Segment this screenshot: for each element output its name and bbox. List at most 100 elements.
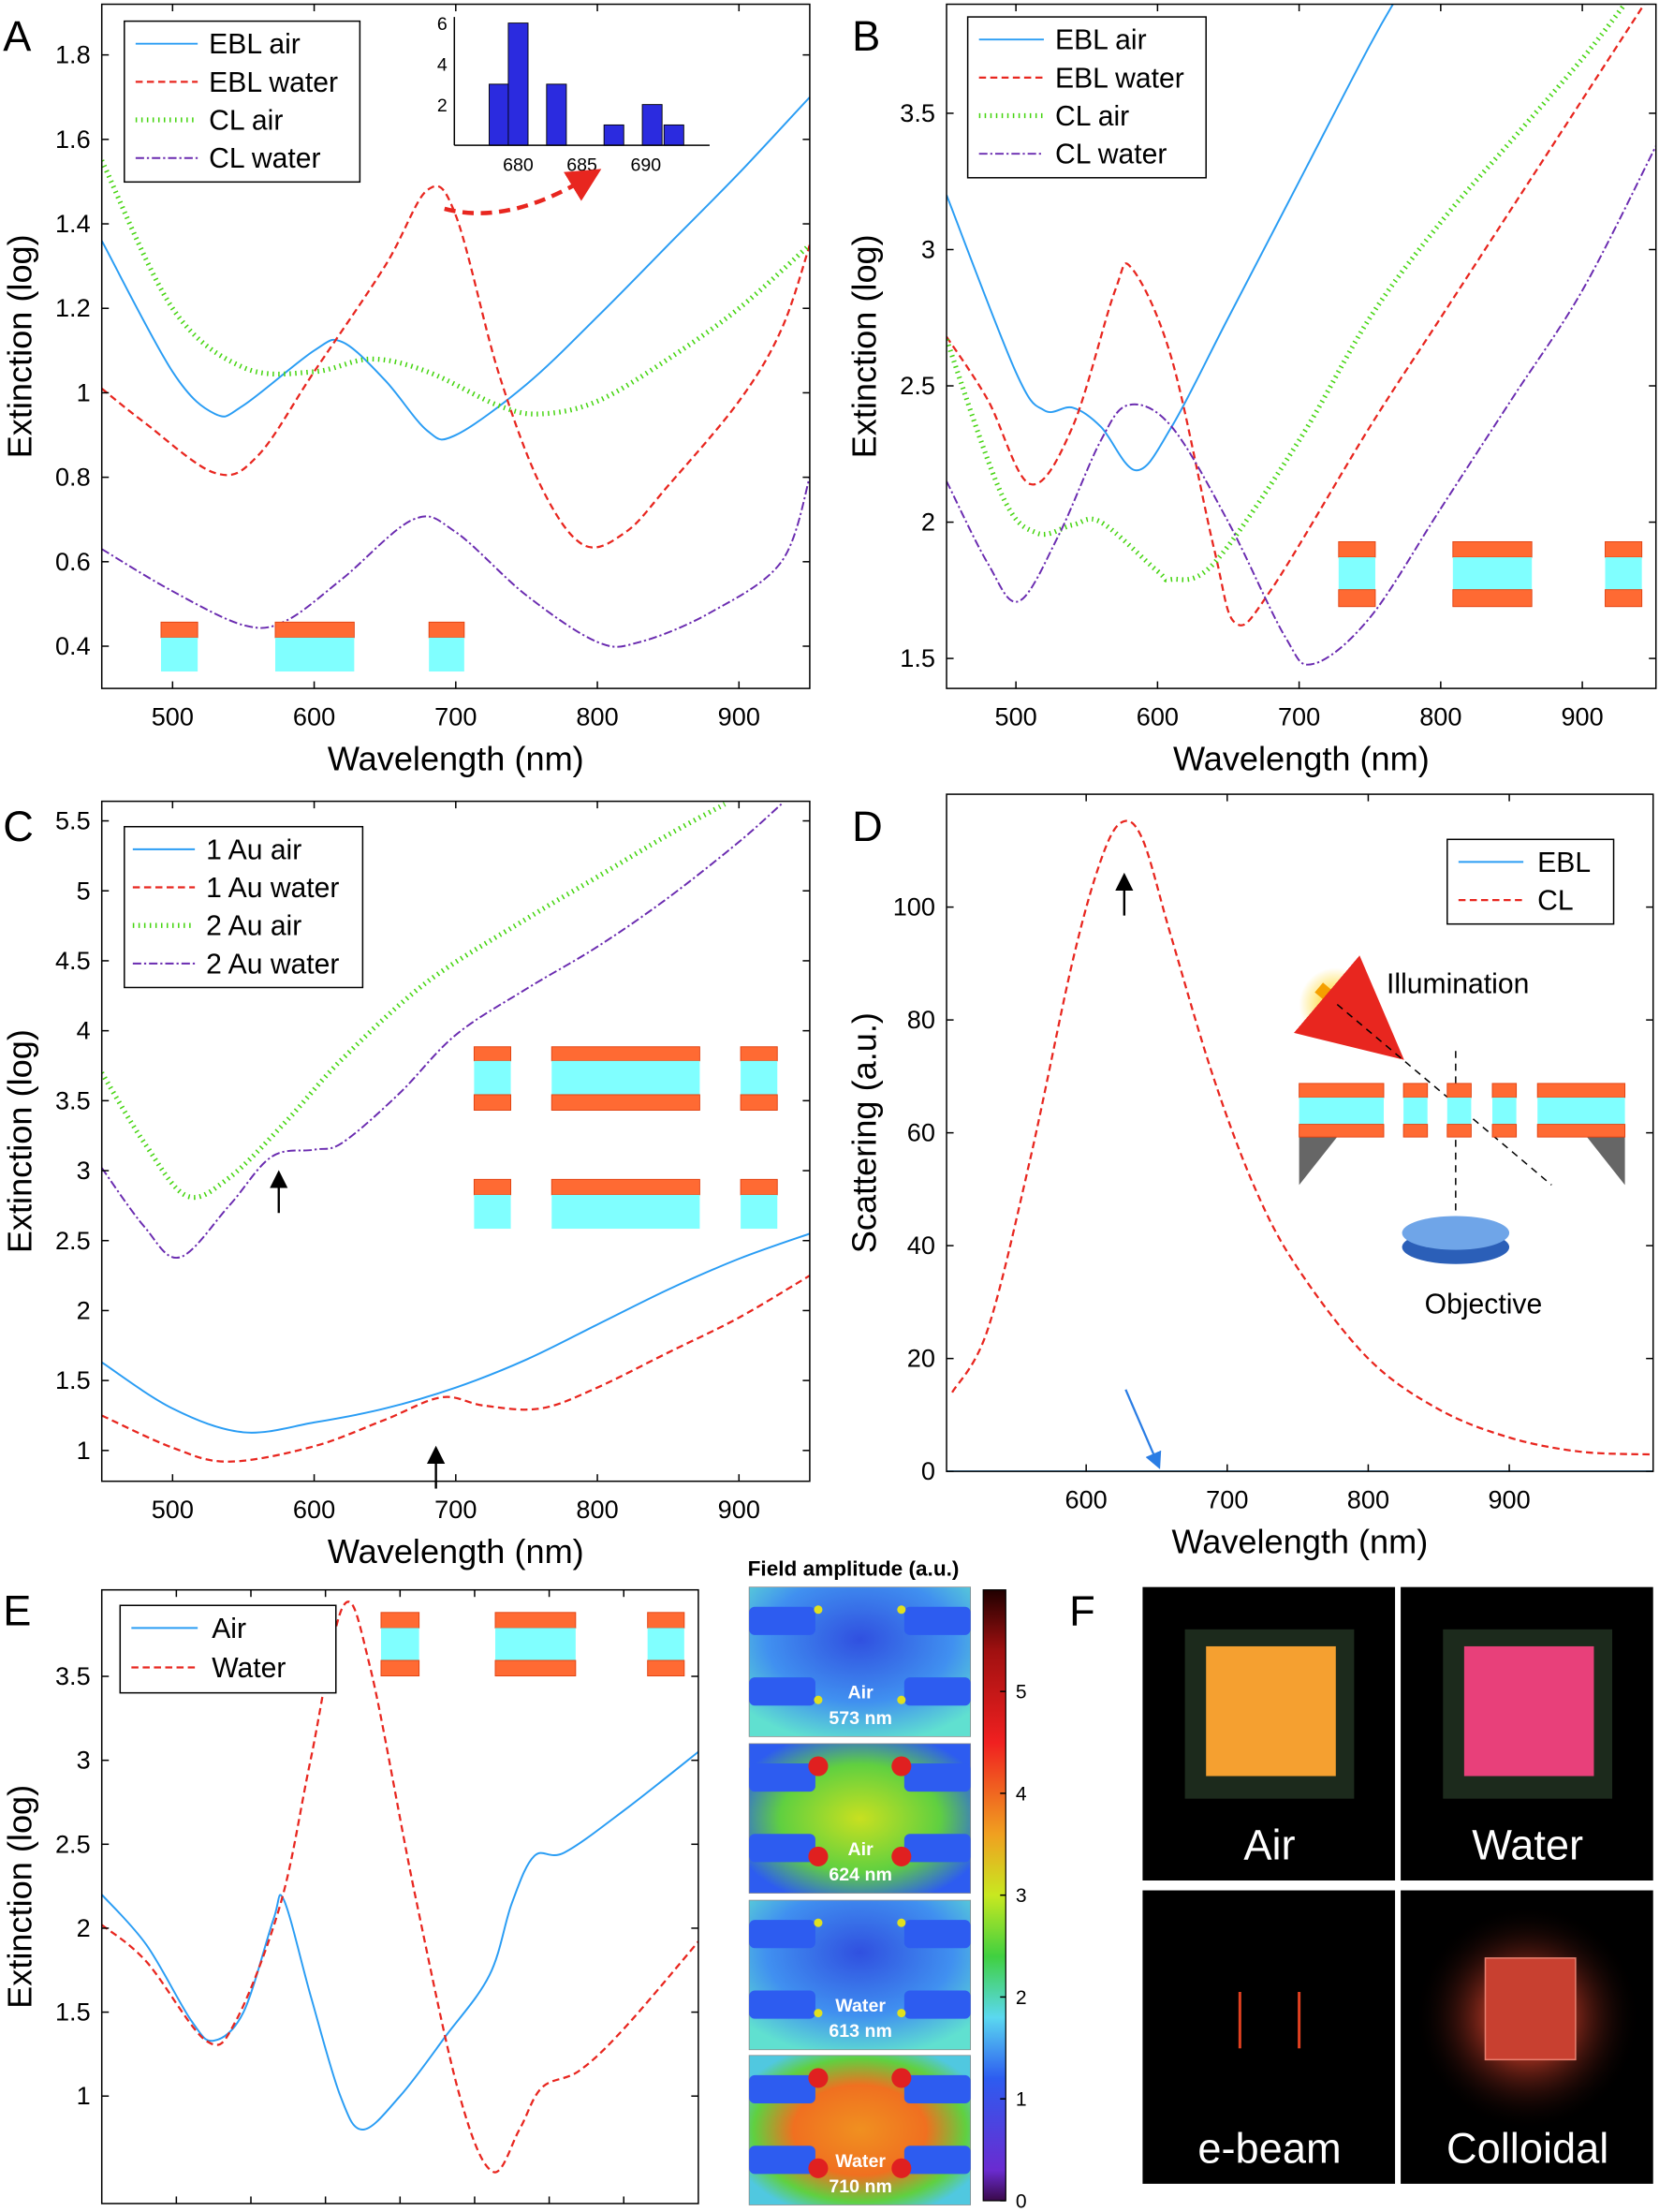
gold-layer bbox=[551, 1094, 700, 1111]
histogram-bar bbox=[507, 22, 529, 146]
nanoslab bbox=[903, 1990, 971, 2019]
series-line-cl-air bbox=[947, 4, 1627, 583]
dielectric-layer bbox=[380, 1628, 419, 1661]
nanoslab bbox=[903, 1762, 971, 1792]
histogram-bar bbox=[546, 83, 567, 146]
x-tick-label: 500 bbox=[995, 701, 1037, 730]
photo-label: e-beam bbox=[1197, 2124, 1341, 2172]
dielectric-layer bbox=[274, 637, 355, 672]
gold-layer bbox=[1452, 589, 1533, 608]
series-line-cl-air bbox=[101, 159, 810, 417]
photo-label: Colloidal bbox=[1446, 2124, 1608, 2172]
x-tick-label: 600 bbox=[293, 1495, 335, 1524]
series-line-ebl-air bbox=[947, 4, 1394, 472]
colorbar-tick-label: 5 bbox=[1016, 1682, 1027, 1703]
legend-entry: CL water bbox=[209, 143, 320, 174]
gold-layer bbox=[1452, 540, 1533, 558]
series-line-1-au-water bbox=[101, 1275, 810, 1463]
photo-air: Air bbox=[1142, 1586, 1396, 1881]
gold-layer bbox=[473, 1094, 512, 1111]
y-tick-label: 80 bbox=[907, 1005, 935, 1034]
hotspot bbox=[808, 1756, 829, 1777]
inset-x-tick-label: 680 bbox=[503, 155, 534, 175]
histogram-bar bbox=[489, 83, 510, 146]
x-tick-label: 800 bbox=[576, 701, 618, 730]
x-tick-label: 500 bbox=[152, 701, 194, 730]
legend-entry: EBL bbox=[1537, 848, 1591, 878]
dielectric-layer bbox=[741, 1060, 778, 1095]
series-line-ebl-air bbox=[101, 96, 810, 441]
photo-label: Air bbox=[1243, 1821, 1295, 1868]
legend-box bbox=[966, 16, 1207, 179]
y-axis-label: Extinction (log) bbox=[845, 234, 884, 458]
gold-layer bbox=[494, 1659, 577, 1677]
series-line-1-au-air bbox=[101, 1232, 810, 1434]
dielectric-layer bbox=[1452, 557, 1533, 590]
x-tick-label: 800 bbox=[576, 1495, 618, 1524]
illumination-label: Illumination bbox=[1387, 968, 1529, 999]
substrate-right bbox=[1577, 1124, 1625, 1186]
nanoslab bbox=[749, 2146, 815, 2175]
x-tick-label: 600 bbox=[1065, 1484, 1108, 1513]
panel-label-e: E bbox=[3, 1586, 31, 1634]
colorbar-tick-label: 1 bbox=[1016, 2089, 1027, 2111]
dielectric-layer bbox=[1446, 1097, 1472, 1125]
photo-label: Water bbox=[1472, 1821, 1583, 1868]
inset-histogram: 680 685 690 2 4 6 bbox=[437, 14, 710, 175]
y-tick-label: 60 bbox=[907, 1118, 935, 1147]
legend-entry: EBL water bbox=[1055, 63, 1184, 94]
hotspot bbox=[814, 1918, 823, 1927]
nanoslab bbox=[903, 2146, 971, 2175]
series-line-2-au-water bbox=[101, 803, 783, 1259]
hotspot bbox=[814, 1605, 823, 1615]
inset-pointer-arrow bbox=[444, 169, 602, 215]
gold-layer bbox=[1402, 1083, 1429, 1099]
field-map-medium: Water bbox=[835, 2151, 886, 2172]
hotspot bbox=[814, 2009, 823, 2018]
panel-label-c: C bbox=[3, 803, 34, 850]
series-line-air bbox=[101, 1750, 698, 2131]
chart-d: 600 700 800 900 0 20 40 60 80 100 Wavelength (nm) S… bbox=[845, 793, 1654, 1561]
gold-layer bbox=[274, 621, 355, 639]
x-tick-label: 600 bbox=[293, 701, 335, 730]
setup-diagram: Illumination Objective bbox=[1293, 955, 1626, 1320]
hotspot bbox=[808, 2158, 829, 2178]
dielectric-layer bbox=[160, 637, 198, 672]
y-tick-label: 1.5 bbox=[55, 1998, 91, 2027]
y-tick-label: 1.4 bbox=[55, 209, 91, 238]
gold-layer bbox=[160, 621, 198, 639]
inset-x-tick-label: 685 bbox=[566, 155, 597, 175]
hotspot bbox=[891, 1846, 912, 1866]
panel-label-f: F bbox=[1069, 1586, 1095, 1634]
x-tick-label: 800 bbox=[1419, 701, 1461, 730]
legend-box bbox=[1446, 838, 1615, 925]
series-line-cl-water bbox=[947, 145, 1656, 666]
y-tick-label: 2.5 bbox=[900, 371, 935, 400]
legend-entry: 2 Au air bbox=[206, 911, 301, 942]
photo-e-beam: e-beam bbox=[1142, 1890, 1396, 2184]
hotspot bbox=[891, 2068, 912, 2088]
panel-label-d: D bbox=[852, 803, 883, 850]
x-axis-label: Wavelength (nm) bbox=[1173, 739, 1430, 777]
gold-layer bbox=[647, 1659, 685, 1677]
gold-layer bbox=[647, 1612, 685, 1629]
x-tick-label: 900 bbox=[718, 1495, 760, 1524]
field-map-medium: Air bbox=[848, 1839, 874, 1860]
gold-layer bbox=[473, 1178, 512, 1196]
x-axis-label: Wavelength (nm) bbox=[328, 1532, 584, 1571]
colorbar-tick-label: 0 bbox=[1016, 2190, 1027, 2212]
legend-box bbox=[124, 825, 364, 989]
legend-box bbox=[119, 1604, 337, 1694]
x-axis-label: Wavelength (nm) bbox=[1171, 1523, 1428, 1561]
hotspot bbox=[897, 1605, 906, 1615]
field-map-1: Air 573 nm bbox=[748, 1586, 972, 1737]
chart-b: 500 600 700 800 900 1.5 2 2.5 3 3.5 Wavelength (nm… bbox=[845, 3, 1657, 777]
x-tick-label: 500 bbox=[152, 1495, 194, 1524]
dielectric-layer bbox=[1338, 557, 1375, 590]
y-tick-label: 2.5 bbox=[55, 1226, 91, 1255]
gold-layer bbox=[380, 1612, 420, 1629]
y-axis-label: Extinction (log) bbox=[0, 1029, 38, 1253]
y-tick-label: 3 bbox=[921, 235, 935, 264]
field-map-medium: Air bbox=[848, 1683, 874, 1703]
gold-layer bbox=[1338, 589, 1376, 608]
